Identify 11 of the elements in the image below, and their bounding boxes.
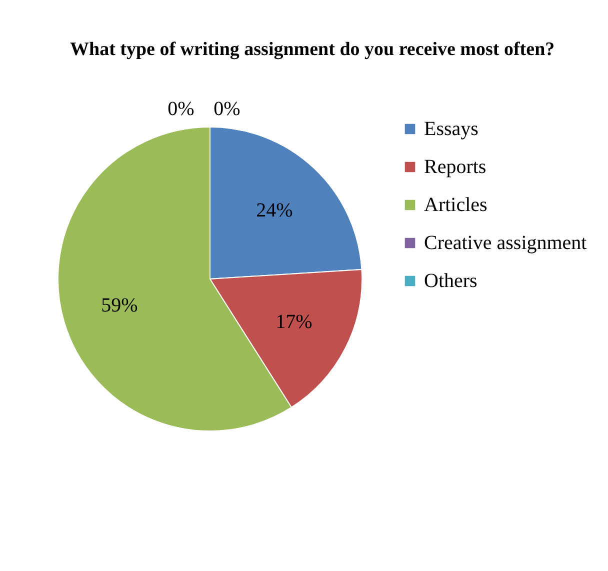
- legend-label: Articles: [424, 194, 488, 216]
- legend-label: Creative assignment: [424, 232, 588, 254]
- data-label: 24%: [256, 199, 293, 222]
- data-label: 59%: [101, 294, 138, 316]
- text: 0%: [214, 98, 240, 120]
- data-label: 17%: [276, 310, 312, 333]
- chart-title: What type of writing assignment do you receive most often?: [70, 39, 555, 60]
- legend-label: Reports: [424, 156, 486, 178]
- legend-label: Essays: [424, 118, 479, 140]
- legend-label: Others: [424, 270, 478, 292]
- text: 0%: [168, 98, 194, 120]
